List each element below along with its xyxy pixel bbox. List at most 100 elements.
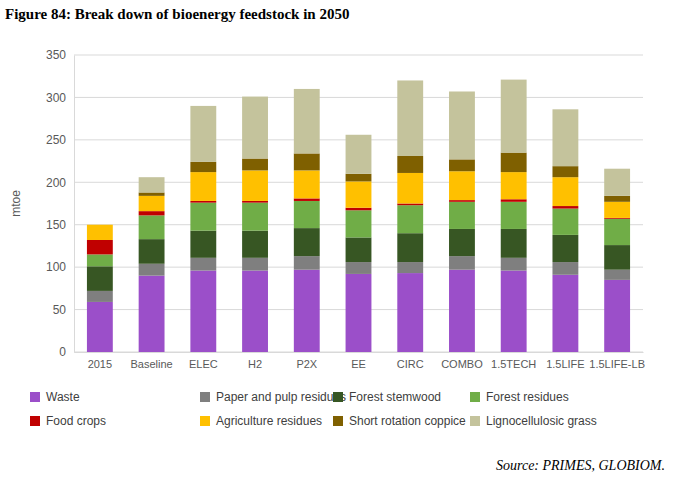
bar-segment bbox=[397, 205, 423, 233]
bar-segment bbox=[552, 177, 578, 206]
legend-label: Forest stemwood bbox=[349, 390, 441, 404]
bar-segment bbox=[242, 231, 268, 258]
chart: Figure 84: Break down of bioenergy feeds… bbox=[0, 0, 673, 482]
legend: WastePaper and pulp residuesForest stemw… bbox=[30, 390, 597, 428]
bar-segment bbox=[604, 169, 630, 196]
bar-segment bbox=[139, 264, 165, 276]
legend-swatch bbox=[30, 392, 40, 402]
bar-segment bbox=[501, 258, 527, 271]
bar-segment bbox=[87, 224, 113, 225]
bar-segment bbox=[501, 202, 527, 229]
y-axis-line bbox=[74, 56, 75, 353]
bar-segment bbox=[242, 97, 268, 159]
y-tick-label: 300 bbox=[46, 91, 66, 105]
x-tick: 1.5TECH bbox=[491, 352, 536, 370]
bar-segment bbox=[139, 192, 165, 195]
legend-swatch bbox=[200, 416, 210, 426]
x-tick: P2X bbox=[296, 352, 317, 370]
bar-segment bbox=[552, 275, 578, 352]
bar-segment bbox=[552, 262, 578, 275]
y-tick-label: 150 bbox=[46, 218, 66, 232]
y-tick: 350 bbox=[46, 48, 74, 62]
bar-segment bbox=[87, 302, 113, 352]
x-tick-label: EE bbox=[351, 358, 366, 370]
bar-segment bbox=[604, 202, 630, 218]
bar-segment bbox=[294, 228, 320, 256]
legend-item: Paper and pulp residues bbox=[200, 390, 346, 404]
bar-segment bbox=[139, 276, 165, 352]
bar-segment bbox=[190, 201, 216, 203]
bar-segment bbox=[449, 159, 475, 171]
bar-segment bbox=[552, 109, 578, 166]
bar-segment bbox=[294, 270, 320, 352]
legend-swatch bbox=[200, 392, 210, 402]
y-tick: 250 bbox=[46, 133, 74, 147]
legend-item: Forest stemwood bbox=[333, 390, 441, 404]
bar-segment bbox=[242, 258, 268, 271]
bar-segment bbox=[190, 203, 216, 231]
x-tick-label: COMBO bbox=[441, 358, 483, 370]
bar-segment bbox=[87, 254, 113, 266]
bar-segment bbox=[501, 172, 527, 199]
y-tick: 300 bbox=[46, 91, 74, 105]
legend-label: Lignocellulosic grass bbox=[486, 414, 597, 428]
x-tick: Baseline bbox=[130, 352, 172, 370]
bar-segment bbox=[139, 177, 165, 192]
x-tick: 2015 bbox=[88, 352, 112, 370]
bar-segment bbox=[190, 106, 216, 162]
x-tick-label: H2 bbox=[248, 358, 262, 370]
bar-segment bbox=[604, 196, 630, 202]
bar-segment bbox=[190, 162, 216, 172]
bar-segment bbox=[242, 203, 268, 231]
grid-line bbox=[74, 97, 643, 98]
bar-segment bbox=[190, 172, 216, 201]
y-tick-label: 250 bbox=[46, 133, 66, 147]
x-tick: COMBO bbox=[441, 352, 483, 370]
legend-swatch bbox=[333, 416, 343, 426]
y-tick: 0 bbox=[59, 345, 74, 359]
bar-segment bbox=[87, 266, 113, 291]
bar-segment bbox=[552, 209, 578, 235]
bar-segment bbox=[397, 80, 423, 156]
y-tick-label: 50 bbox=[53, 303, 67, 317]
bar-segment bbox=[449, 200, 475, 202]
legend-item: Agriculture residues bbox=[200, 414, 322, 428]
x-tick-label: 2015 bbox=[88, 358, 112, 370]
legend-label: Paper and pulp residues bbox=[216, 390, 346, 404]
bar-segment bbox=[190, 231, 216, 258]
x-tick-label: ELEC bbox=[189, 358, 218, 370]
y-tick: 100 bbox=[46, 260, 74, 274]
bar-segment bbox=[294, 256, 320, 270]
bar-segment bbox=[346, 174, 372, 182]
bar-segment bbox=[294, 170, 320, 198]
bar-segment bbox=[139, 211, 165, 215]
bar-segment bbox=[604, 245, 630, 270]
bar-segment bbox=[346, 208, 372, 211]
bar-segment bbox=[346, 274, 372, 352]
bar-segment bbox=[552, 166, 578, 177]
x-tick: CIRC bbox=[397, 352, 424, 370]
x-tick-label: 1.5LIFE bbox=[546, 358, 585, 370]
grid-line bbox=[74, 55, 643, 56]
bar-segment bbox=[397, 273, 423, 352]
bar-segment bbox=[397, 156, 423, 173]
x-axis-line bbox=[75, 352, 644, 353]
bar-segment bbox=[346, 135, 372, 174]
title: Figure 84: Break down of bioenergy feeds… bbox=[5, 6, 349, 22]
bar-segment bbox=[346, 210, 372, 237]
y-tick-label: 0 bbox=[59, 345, 66, 359]
bar-segment bbox=[501, 271, 527, 352]
bar-segment bbox=[449, 171, 475, 200]
x-tick: ELEC bbox=[189, 352, 218, 370]
bar-segment bbox=[87, 240, 113, 254]
y-axis: 0 50 100 150 200 250 300 350 bbox=[46, 48, 75, 359]
y-tick: 150 bbox=[46, 218, 74, 232]
legend-label: Short rotation coppice bbox=[349, 414, 466, 428]
x-tick-label: Baseline bbox=[130, 358, 172, 370]
y-tick-label: 350 bbox=[46, 48, 66, 62]
legend-swatch bbox=[470, 392, 480, 402]
y-tick-label: 200 bbox=[46, 176, 66, 190]
bar-segment bbox=[604, 280, 630, 352]
bar-segment bbox=[501, 80, 527, 153]
bar-segment bbox=[397, 262, 423, 273]
